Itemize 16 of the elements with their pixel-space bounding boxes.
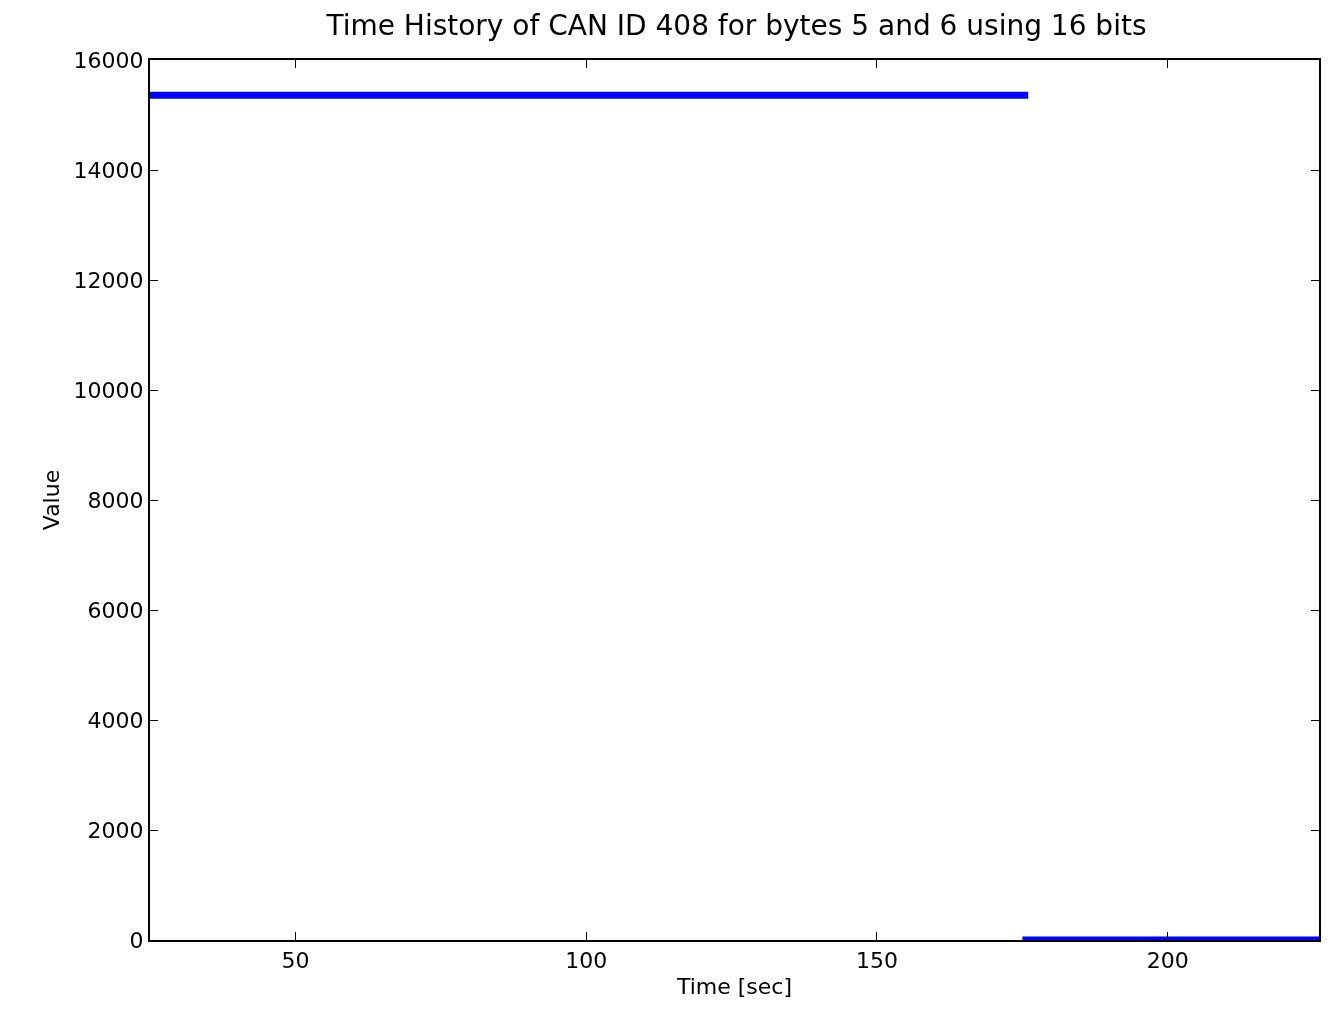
y-tick-label: 16000 (73, 47, 144, 73)
chart-title: Time History of CAN ID 408 for bytes 5 and 6 using 16 bits (325, 8, 1147, 42)
y-tick-label: 14000 (73, 157, 144, 183)
y-tick-label: 12000 (73, 267, 144, 293)
y-tick-label: 0 (129, 927, 144, 953)
y-tick-label: 2000 (87, 817, 144, 843)
x-tick-label: 100 (565, 948, 608, 974)
y-tick-label: 8000 (87, 487, 144, 513)
x-tick-label: 50 (281, 948, 310, 974)
x-axis-title: Time [sec] (675, 973, 793, 999)
x-tick-label: 200 (1146, 948, 1189, 974)
y-tick-label: 10000 (73, 377, 144, 403)
y-axis-title: Value (38, 469, 64, 531)
y-tick-label: 4000 (87, 707, 144, 733)
x-tick-label: 150 (855, 948, 898, 974)
y-tick-label: 6000 (87, 597, 144, 623)
